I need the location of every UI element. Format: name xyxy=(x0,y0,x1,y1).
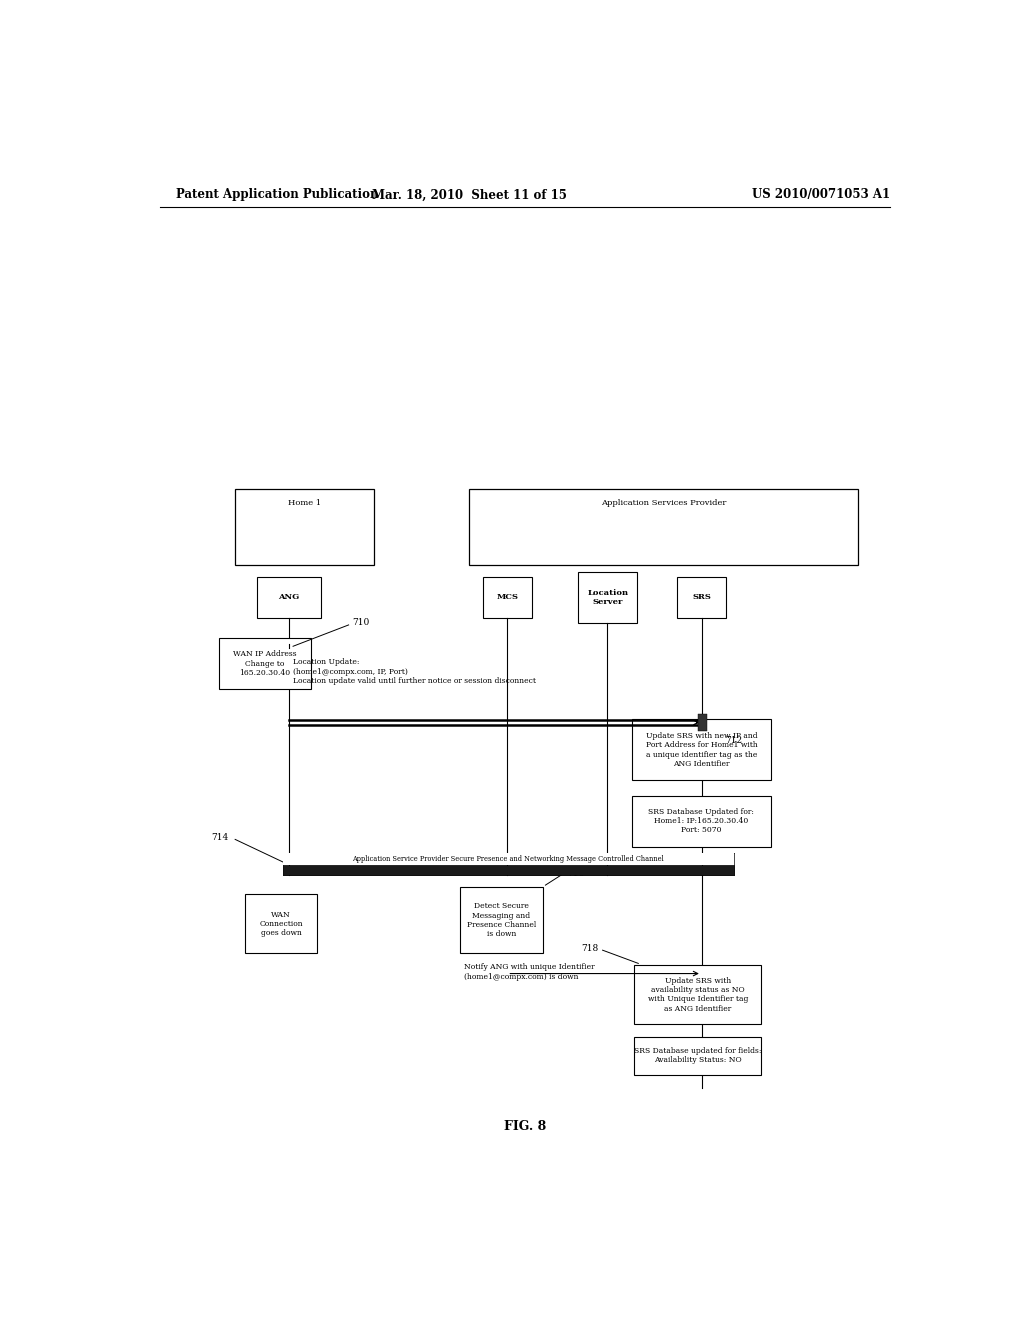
Text: 716: 716 xyxy=(567,870,584,878)
Bar xyxy=(460,887,543,953)
Text: SRS Database Updated for:
Home1: IP:165.20.30.40
Port: 5070: SRS Database Updated for: Home1: IP:165.… xyxy=(648,808,755,834)
Bar xyxy=(677,577,726,618)
Text: Location Update:
(home1@compx.com, IP, Port)
Location update valid until further: Location Update: (home1@compx.com, IP, P… xyxy=(293,659,537,685)
Bar xyxy=(219,638,310,689)
Text: 714: 714 xyxy=(212,833,228,842)
Text: Location
Server: Location Server xyxy=(587,589,629,606)
Text: Application Services Provider: Application Services Provider xyxy=(601,499,726,507)
Text: Update SRS with
availability status as NO
with Unique Identifier tag
as ANG Iden: Update SRS with availability status as N… xyxy=(647,977,748,1012)
Bar xyxy=(236,488,374,565)
Bar xyxy=(578,572,638,623)
Text: ANG: ANG xyxy=(279,594,300,602)
Bar xyxy=(632,719,771,780)
Text: MCS: MCS xyxy=(497,594,518,602)
Text: 712: 712 xyxy=(726,737,742,746)
Text: US 2010/0071053 A1: US 2010/0071053 A1 xyxy=(752,189,890,202)
Text: Mar. 18, 2010  Sheet 11 of 15: Mar. 18, 2010 Sheet 11 of 15 xyxy=(372,189,566,202)
Bar xyxy=(632,796,771,846)
Text: Notify ANG with unique Identifier
(home1@compx.com) is down: Notify ANG with unique Identifier (home1… xyxy=(464,964,594,981)
Bar xyxy=(697,714,708,731)
Bar xyxy=(634,965,761,1024)
Text: FIG. 8: FIG. 8 xyxy=(504,1119,546,1133)
Text: Patent Application Publication: Patent Application Publication xyxy=(176,189,378,202)
Bar xyxy=(469,488,858,565)
Bar xyxy=(283,865,733,875)
Text: 718: 718 xyxy=(582,944,599,953)
Text: Application Service Provider Secure Presence and Networking Message Controlled C: Application Service Provider Secure Pres… xyxy=(352,854,664,863)
Text: Detect Secure
Messaging and
Presence Channel
is down: Detect Secure Messaging and Presence Cha… xyxy=(467,903,536,939)
Text: 710: 710 xyxy=(352,618,370,627)
Bar xyxy=(634,1036,761,1076)
Bar xyxy=(257,577,321,618)
Bar xyxy=(283,853,733,865)
Text: WAN IP Address
Change to
165.20.30.40: WAN IP Address Change to 165.20.30.40 xyxy=(233,651,297,677)
Bar xyxy=(246,894,316,953)
Text: SRS: SRS xyxy=(692,594,712,602)
Text: SRS Database updated for fields:
Availability Status: NO: SRS Database updated for fields: Availab… xyxy=(634,1047,762,1064)
Text: Home 1: Home 1 xyxy=(288,499,322,507)
Text: WAN
Connection
goes down: WAN Connection goes down xyxy=(259,911,303,937)
Text: Update SRS with new IP and
Port Address for Home1 with
a unique identifier tag a: Update SRS with new IP and Port Address … xyxy=(645,733,758,768)
Bar xyxy=(482,577,531,618)
